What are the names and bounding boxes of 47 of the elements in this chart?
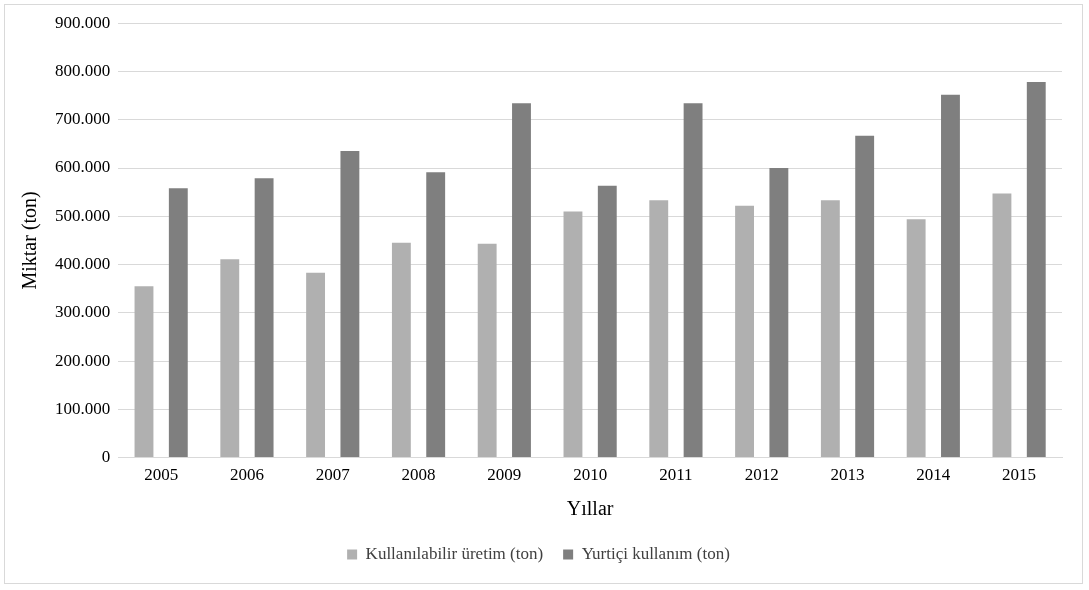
x-tick-label: 2013 <box>830 465 865 485</box>
y-tick-label: 800.000 <box>55 60 111 80</box>
bar <box>168 188 188 458</box>
x-tick-label: 2006 <box>229 465 264 485</box>
bar <box>855 135 875 458</box>
x-axis-title: Yıllar <box>566 497 614 520</box>
y-tick-label: 200.000 <box>55 350 111 370</box>
x-tick-label: 2005 <box>144 465 179 485</box>
bar <box>477 243 497 458</box>
x-tick-label: 2015 <box>1002 465 1037 485</box>
y-tick-label: 0 <box>101 447 111 467</box>
bar <box>563 211 583 458</box>
bar <box>1026 82 1046 458</box>
bar <box>306 272 326 458</box>
bar <box>941 94 960 458</box>
bar <box>906 219 926 458</box>
x-tick-label: 2014 <box>916 465 951 485</box>
bar <box>992 193 1012 458</box>
legend-label: Kullanılabilir üretim (ton) <box>365 543 544 563</box>
bar <box>769 168 789 458</box>
y-tick-label: 600.000 <box>55 157 111 177</box>
y-tick-label: 400.000 <box>55 254 111 273</box>
x-tick-label: 2007 <box>315 465 351 485</box>
bar <box>735 205 754 458</box>
bar <box>512 103 531 458</box>
x-tick-label: 2009 <box>487 465 522 485</box>
x-tick-label: 2010 <box>573 465 608 485</box>
bar <box>220 259 240 458</box>
bar <box>134 286 154 458</box>
x-tick-label: 2011 <box>659 465 693 485</box>
bar <box>254 178 274 458</box>
bar <box>426 172 446 458</box>
x-tick-label: 2012 <box>744 465 779 485</box>
bar <box>683 103 703 458</box>
y-tick-label: 900.000 <box>55 12 111 32</box>
y-tick-label: 100.000 <box>55 398 111 418</box>
legend-label: Yurtiçi kullanım (ton) <box>581 543 730 563</box>
y-tick-label: 500.000 <box>55 205 111 225</box>
bar <box>649 200 669 458</box>
y-tick-label: 700.000 <box>55 109 111 129</box>
bar <box>820 200 840 458</box>
bar <box>340 151 360 458</box>
y-axis-title: Miktar (ton) <box>18 191 42 290</box>
x-tick-label: 2008 <box>401 465 436 485</box>
bar <box>597 185 617 458</box>
bar <box>391 242 411 458</box>
y-tick-label: 300.000 <box>55 302 111 322</box>
